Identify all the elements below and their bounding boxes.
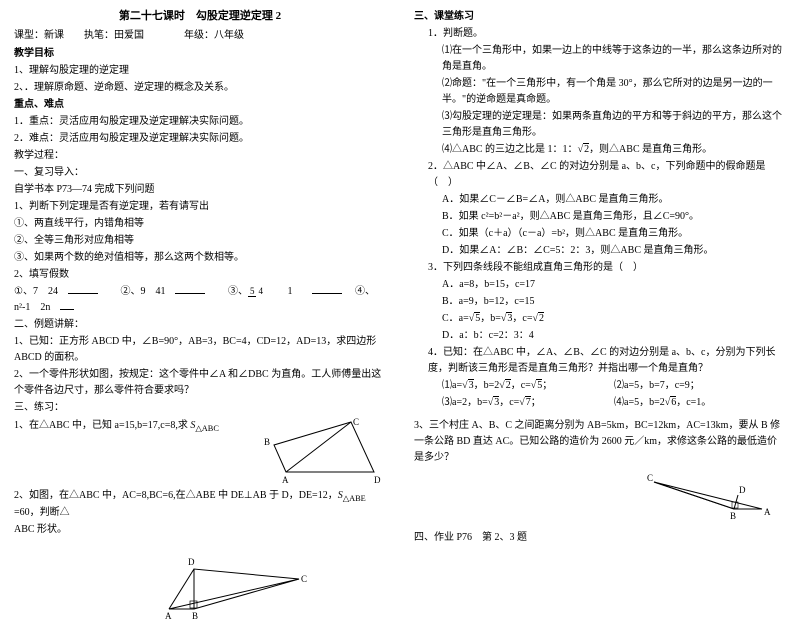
r-q5-row: 3、三个村庄 A、B、C 之间距离分别为 AB=5km，BC=12km，AC=1… (414, 417, 786, 467)
sqrt-3-icon: 3 (501, 311, 513, 327)
r-q1-3: ⑶勾股定理的逆定理是：如果两条直角边的平方和等于斜边的平方，那么这个三角形是直角… (414, 109, 786, 141)
sqrt-2b-icon: 2 (532, 311, 544, 327)
r-q3-c: C．a=5，b=3，c=2 (414, 311, 786, 327)
fraction-5-4: 54 (248, 287, 265, 296)
section-goals-heading: 教学目标 (14, 46, 386, 62)
svg-text:D: D (739, 485, 746, 495)
q2a-pre: ①、7 24 (14, 286, 68, 297)
practice-heading: 三、练习： (14, 400, 386, 416)
r-q4-row2: ⑶a=2，b=3，c=7； ⑷a=5，b=26，c=1。 (414, 395, 786, 411)
q1c-text: ③、如果两个数的绝对值相等，那么这两个数相等。 (14, 250, 386, 266)
q1a-text: ①、两直线平行，内错角相等 (14, 216, 386, 232)
r-q3-a: A．a=8，b=15，c=17 (414, 277, 786, 293)
left-column: 第二十七课时 勾股定理逆定理 2 课型：新课 执笔：田爱国 年级：八年级 教学目… (0, 0, 400, 565)
r-q2-d: D．如果∠A：∠B：∠C=5：2：3，则△ABC 是直角三角形。 (414, 243, 786, 259)
r-q3-b: B．a=9，b=12，c=15 (414, 294, 786, 310)
practice-2-text-2: ABC 形状。 (14, 522, 386, 538)
blank-1[interactable] (68, 284, 98, 294)
figure-3: C A B D (644, 467, 786, 522)
svg-text:C: C (647, 473, 653, 483)
svg-text:A: A (764, 507, 771, 517)
svg-text:B: B (192, 611, 198, 619)
figure-3-svg: C A B D (644, 467, 774, 522)
svg-text:B: B (264, 437, 270, 447)
figure-2: A B C D (154, 539, 386, 619)
keypoint-2: 2．难点：灵活应用勾股定理及逆定理解决实际问题。 (14, 131, 386, 147)
goal-2: 2、．理解原命题、逆命题、逆定理的概念及关系。 (14, 80, 386, 96)
blank-2[interactable] (175, 284, 205, 294)
q2c-pre: ③、 (208, 286, 248, 297)
example-1: 1、已知：正方形 ABCD 中，∠B=90°，AB=3，BC=4，CD=12，A… (14, 334, 386, 366)
class-practice-heading: 三、课堂练习 (414, 9, 786, 25)
q2-text: 2、填写假数 (14, 267, 386, 283)
keypoint-1: 1．重点：灵活应用勾股定理及逆定理解决实际问题。 (14, 114, 386, 130)
r-q4-heading: 4．已知：在△ABC 中，∠A、∠B、∠C 的对边分别是 a、b、c，分别为下列… (414, 345, 786, 377)
r-q2-heading: 2．△ABC 中∠A、∠B、∠C 的对边分别是 a、b、c，下列命题中的假命题是… (414, 159, 786, 191)
r-q4-row1: ⑴a=3，b=22，c=5； ⑵a=5，b=7，c=9； (414, 378, 786, 394)
svg-text:D: D (188, 557, 195, 567)
q2b-pre: ②、9 41 (100, 286, 175, 297)
r-q1-1: ⑴在一个三角形中，如果一边上的中线等于这条边的一半，那么这条边所对的角是直角。 (414, 43, 786, 75)
q2c-mid: 1 (267, 286, 312, 297)
practice-2-row: 2、如图，在△ABC 中，AC=8,BC=6,在△ABE 中 DE⊥AB 于 D… (14, 487, 386, 539)
practice-1-row: 1、在△ABC 中，已知 a=15,b=17,c=8,求 S△ABC A B C… (14, 417, 386, 487)
blank-3[interactable] (312, 284, 342, 294)
q1b-text: ②、全等三角形对应角相等 (14, 233, 386, 249)
sqrt-5-icon: 5 (469, 311, 481, 327)
r-q1-2: ⑵命题："在一个三角形中，有一个角是 30°，那么它所对的边是另一边的一半。"的… (414, 76, 786, 108)
example-2: 2、一个零件形状如图，按规定：这个零件中∠A 和∠DBC 为直角。工人师傅量出这… (14, 367, 386, 399)
self-study-line: 自学书本 P73—74 完成下列问题 (14, 182, 386, 198)
r-q2-c: C．如果（c＋a）（c－a）=b²，则△ABC 是直角三角形。 (414, 226, 786, 242)
practice-2-text: 2、如图，在△ABC 中，AC=8,BC=6,在△ABE 中 DE⊥AB 于 D… (14, 488, 386, 521)
blank-4[interactable] (60, 300, 74, 310)
figure-1-svg: A B C D (256, 417, 386, 487)
r-q5-text: 3、三个村庄 A、B、C 之间距离分别为 AB=5km，BC=12km，AC=1… (414, 418, 786, 466)
lesson-meta: 课型：新课 执笔：田爱国 年级：八年级 (14, 28, 386, 44)
svg-text:C: C (301, 574, 307, 584)
r-q1-4: ⑷△ABC 的三边之比是 1：1：2，则△ABC 是直角三角形。 (414, 142, 786, 158)
goal-1: 1、理解勾股定理的逆定理 (14, 63, 386, 79)
process-heading: 教学过程： (14, 148, 386, 164)
examples-heading: 二、例题讲解： (14, 317, 386, 333)
r-q1-heading: 1．判断题。 (414, 26, 786, 42)
r-q2-b: B．如果 c²=b²－a²，则△ABC 是直角三角形，且∠C=90°。 (414, 209, 786, 225)
homework: 四、作业 P76 第 2、3 题 (414, 530, 786, 546)
right-column: 三、课堂练习 1．判断题。 ⑴在一个三角形中，如果一边上的中线等于这条边的一半，… (400, 0, 800, 565)
svg-text:D: D (374, 475, 381, 485)
svg-text:C: C (353, 417, 359, 427)
lesson-title: 第二十七课时 勾股定理逆定理 2 (14, 8, 386, 26)
q1-text: 1、判断下列定理是否有逆定理，若有请写出 (14, 199, 386, 215)
practice-1-text: 1、在△ABC 中，已知 a=15,b=17,c=8,求 S△ABC (14, 418, 256, 435)
sqrt-2-icon: 2 (578, 142, 590, 158)
r-q2-a: A．如果∠C－∠B=∠A，则△ABC 是直角三角形。 (414, 192, 786, 208)
r-q3-heading: 3．下列四条线段不能组成直角三角形的是（ ） (414, 260, 786, 276)
r-q3-d: D．a：b：c=2：3：4 (414, 328, 786, 344)
svg-text:A: A (165, 611, 172, 619)
svg-text:A: A (282, 475, 289, 485)
svg-text:B: B (730, 511, 736, 521)
q2-fill-line: ①、7 24 ②、9 41 ③、54 1 ④、n²-1 2n (14, 284, 386, 316)
figure-2-svg: A B C D (154, 539, 319, 619)
figure-1: A B C D (256, 417, 386, 487)
section-keypoints-heading: 重点、难点 (14, 97, 386, 113)
review-heading: 一、复习导入： (14, 165, 386, 181)
